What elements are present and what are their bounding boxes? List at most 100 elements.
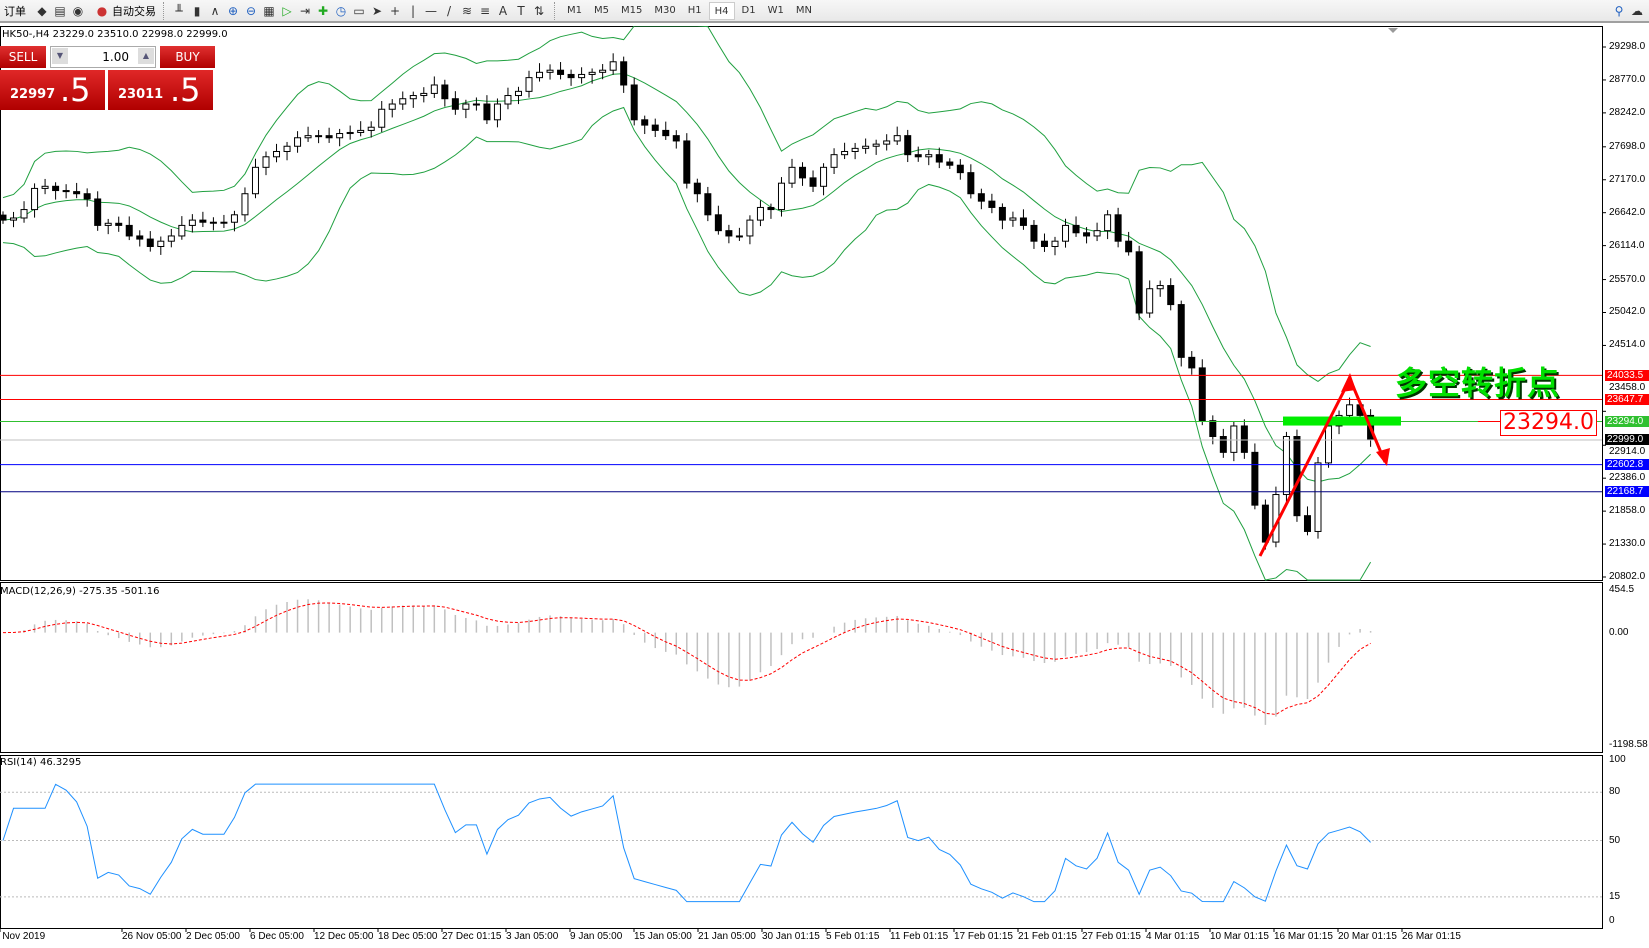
- time-axis-label: 27 Dec 01:15: [442, 931, 502, 942]
- candle: [1125, 231, 1133, 256]
- candle: [967, 164, 975, 199]
- candle: [157, 236, 165, 255]
- time-axis-label: 16 Mar 01:15: [1274, 931, 1333, 942]
- annotation-price-label: 23294.0: [1500, 410, 1597, 436]
- macd-panel: [0, 582, 1603, 753]
- candle: [725, 224, 733, 244]
- candle: [809, 170, 817, 192]
- main-panel: [0, 26, 1603, 581]
- autoscroll-icon[interactable]: ▷: [282, 3, 292, 18]
- chart-shift-marker[interactable]: [1388, 28, 1398, 33]
- candle: [1030, 220, 1038, 249]
- lot-size-input[interactable]: 1.00: [50, 46, 156, 68]
- search-icon[interactable]: ⚲: [1614, 3, 1624, 18]
- timeframe-h1[interactable]: H1: [687, 4, 702, 16]
- price-axis-label: 25042.0: [1609, 306, 1646, 318]
- candlestick-icon[interactable]: ▮: [193, 3, 201, 18]
- timeframe-m30[interactable]: M30: [654, 4, 676, 16]
- candle: [641, 115, 649, 135]
- chart-shift-icon[interactable]: ⇥: [299, 3, 311, 18]
- bb-upper: [2, 25, 1371, 383]
- lot-increase-button[interactable]: ▲: [138, 48, 154, 64]
- candle: [851, 142, 859, 160]
- candle: [1009, 211, 1017, 227]
- fibo-levels-icon[interactable]: ≡: [479, 3, 491, 18]
- time-axis-label: 21 Feb 01:15: [1018, 931, 1077, 942]
- annotation-title: 多空转折点: [1395, 364, 1561, 402]
- candle: [1188, 351, 1196, 375]
- price-axis-label: 27698.0: [1609, 140, 1646, 152]
- auto-trading-button[interactable]: ● 自动交易: [90, 1, 160, 21]
- chart-area[interactable]: [0, 25, 1649, 944]
- timeframe-h4[interactable]: H4: [708, 1, 735, 20]
- signals-icon[interactable]: ◉: [72, 3, 84, 18]
- candle: [1051, 236, 1059, 256]
- arrows-icon[interactable]: ⇅: [533, 3, 545, 18]
- time-axis-label: 2 Dec 05:00: [186, 931, 240, 942]
- timeframe-m1[interactable]: M1: [567, 4, 582, 16]
- auto-trading-label: 自动交易: [112, 4, 156, 18]
- candle: [472, 97, 480, 111]
- fibonacci-icon[interactable]: ≋: [461, 3, 473, 18]
- support-zone[interactable]: [1283, 416, 1401, 426]
- candle: [388, 99, 396, 118]
- trendline-icon[interactable]: /: [446, 3, 452, 18]
- candle: [1251, 443, 1259, 510]
- candle: [714, 205, 722, 235]
- price-axis-label: 23458.0: [1609, 381, 1646, 393]
- candle: [336, 128, 344, 147]
- candle: [31, 183, 39, 218]
- text-label-icon[interactable]: T: [517, 3, 525, 18]
- line-chart-icon[interactable]: ∧: [210, 3, 220, 18]
- price-level-tag: 22602.8: [1605, 459, 1649, 471]
- time-axis-label: 12 Dec 05:00: [314, 931, 374, 942]
- templates-icon[interactable]: ▭: [353, 3, 365, 18]
- indicators-icon[interactable]: ✚: [317, 3, 329, 18]
- candle: [746, 215, 754, 245]
- zoom-out-icon[interactable]: ⊖: [245, 3, 257, 18]
- candle: [988, 193, 996, 214]
- time-axis-label: 21 Jan 05:00: [698, 931, 756, 942]
- lot-decrease-button[interactable]: ▼: [52, 48, 68, 64]
- buy-price-button[interactable]: 23011 .5: [108, 70, 213, 110]
- candle: [1040, 233, 1048, 252]
- sell-price-button[interactable]: 22997 .5: [0, 70, 105, 110]
- market-watch-icon[interactable]: ▤: [54, 3, 66, 18]
- timeframe-w1[interactable]: W1: [767, 4, 784, 16]
- cursor-icon[interactable]: ➤: [371, 3, 383, 18]
- periods-icon[interactable]: ◷: [335, 3, 347, 18]
- timeframe-m15[interactable]: M15: [621, 4, 643, 16]
- expert-icon[interactable]: ◆: [37, 3, 47, 18]
- crosshair-icon[interactable]: +: [389, 3, 401, 18]
- bar-chart-icon[interactable]: ╨: [175, 3, 183, 18]
- new-order-button[interactable]: 订单: [0, 1, 30, 21]
- timeframe-mn[interactable]: MN: [795, 4, 812, 16]
- community-icon[interactable]: ☁: [1631, 3, 1643, 18]
- price-axis-label: 21330.0: [1609, 538, 1646, 550]
- candle: [125, 216, 133, 241]
- text-icon[interactable]: A: [498, 3, 508, 18]
- price-axis-label: 22914.0: [1609, 445, 1646, 457]
- arrow-head-down: [1376, 448, 1390, 466]
- zoom-in-icon[interactable]: ⊕: [227, 3, 239, 18]
- time-axis-label: 6 Dec 05:00: [250, 931, 304, 942]
- timeframe-m5[interactable]: M5: [594, 4, 609, 16]
- tile-icon[interactable]: ▦: [263, 3, 275, 18]
- price-level-tag: 22168.7: [1605, 486, 1649, 498]
- candle: [262, 151, 270, 176]
- candle: [94, 191, 102, 231]
- horizontal-line-icon[interactable]: —: [425, 3, 437, 18]
- sell-price-fraction: .5: [60, 71, 91, 109]
- candle: [294, 131, 302, 153]
- candle: [273, 143, 281, 163]
- sell-button[interactable]: SELL: [0, 46, 46, 68]
- buy-price: 23011: [118, 87, 164, 102]
- timeframe-d1[interactable]: D1: [741, 4, 756, 16]
- vertical-line-icon[interactable]: |: [410, 3, 416, 18]
- candle: [283, 141, 291, 161]
- candle: [1314, 456, 1322, 539]
- chart-canvas[interactable]: [0, 25, 1649, 944]
- candle: [1325, 417, 1333, 468]
- time-axis-label: 20 Mar 01:15: [1338, 931, 1397, 942]
- buy-button[interactable]: BUY: [160, 46, 215, 68]
